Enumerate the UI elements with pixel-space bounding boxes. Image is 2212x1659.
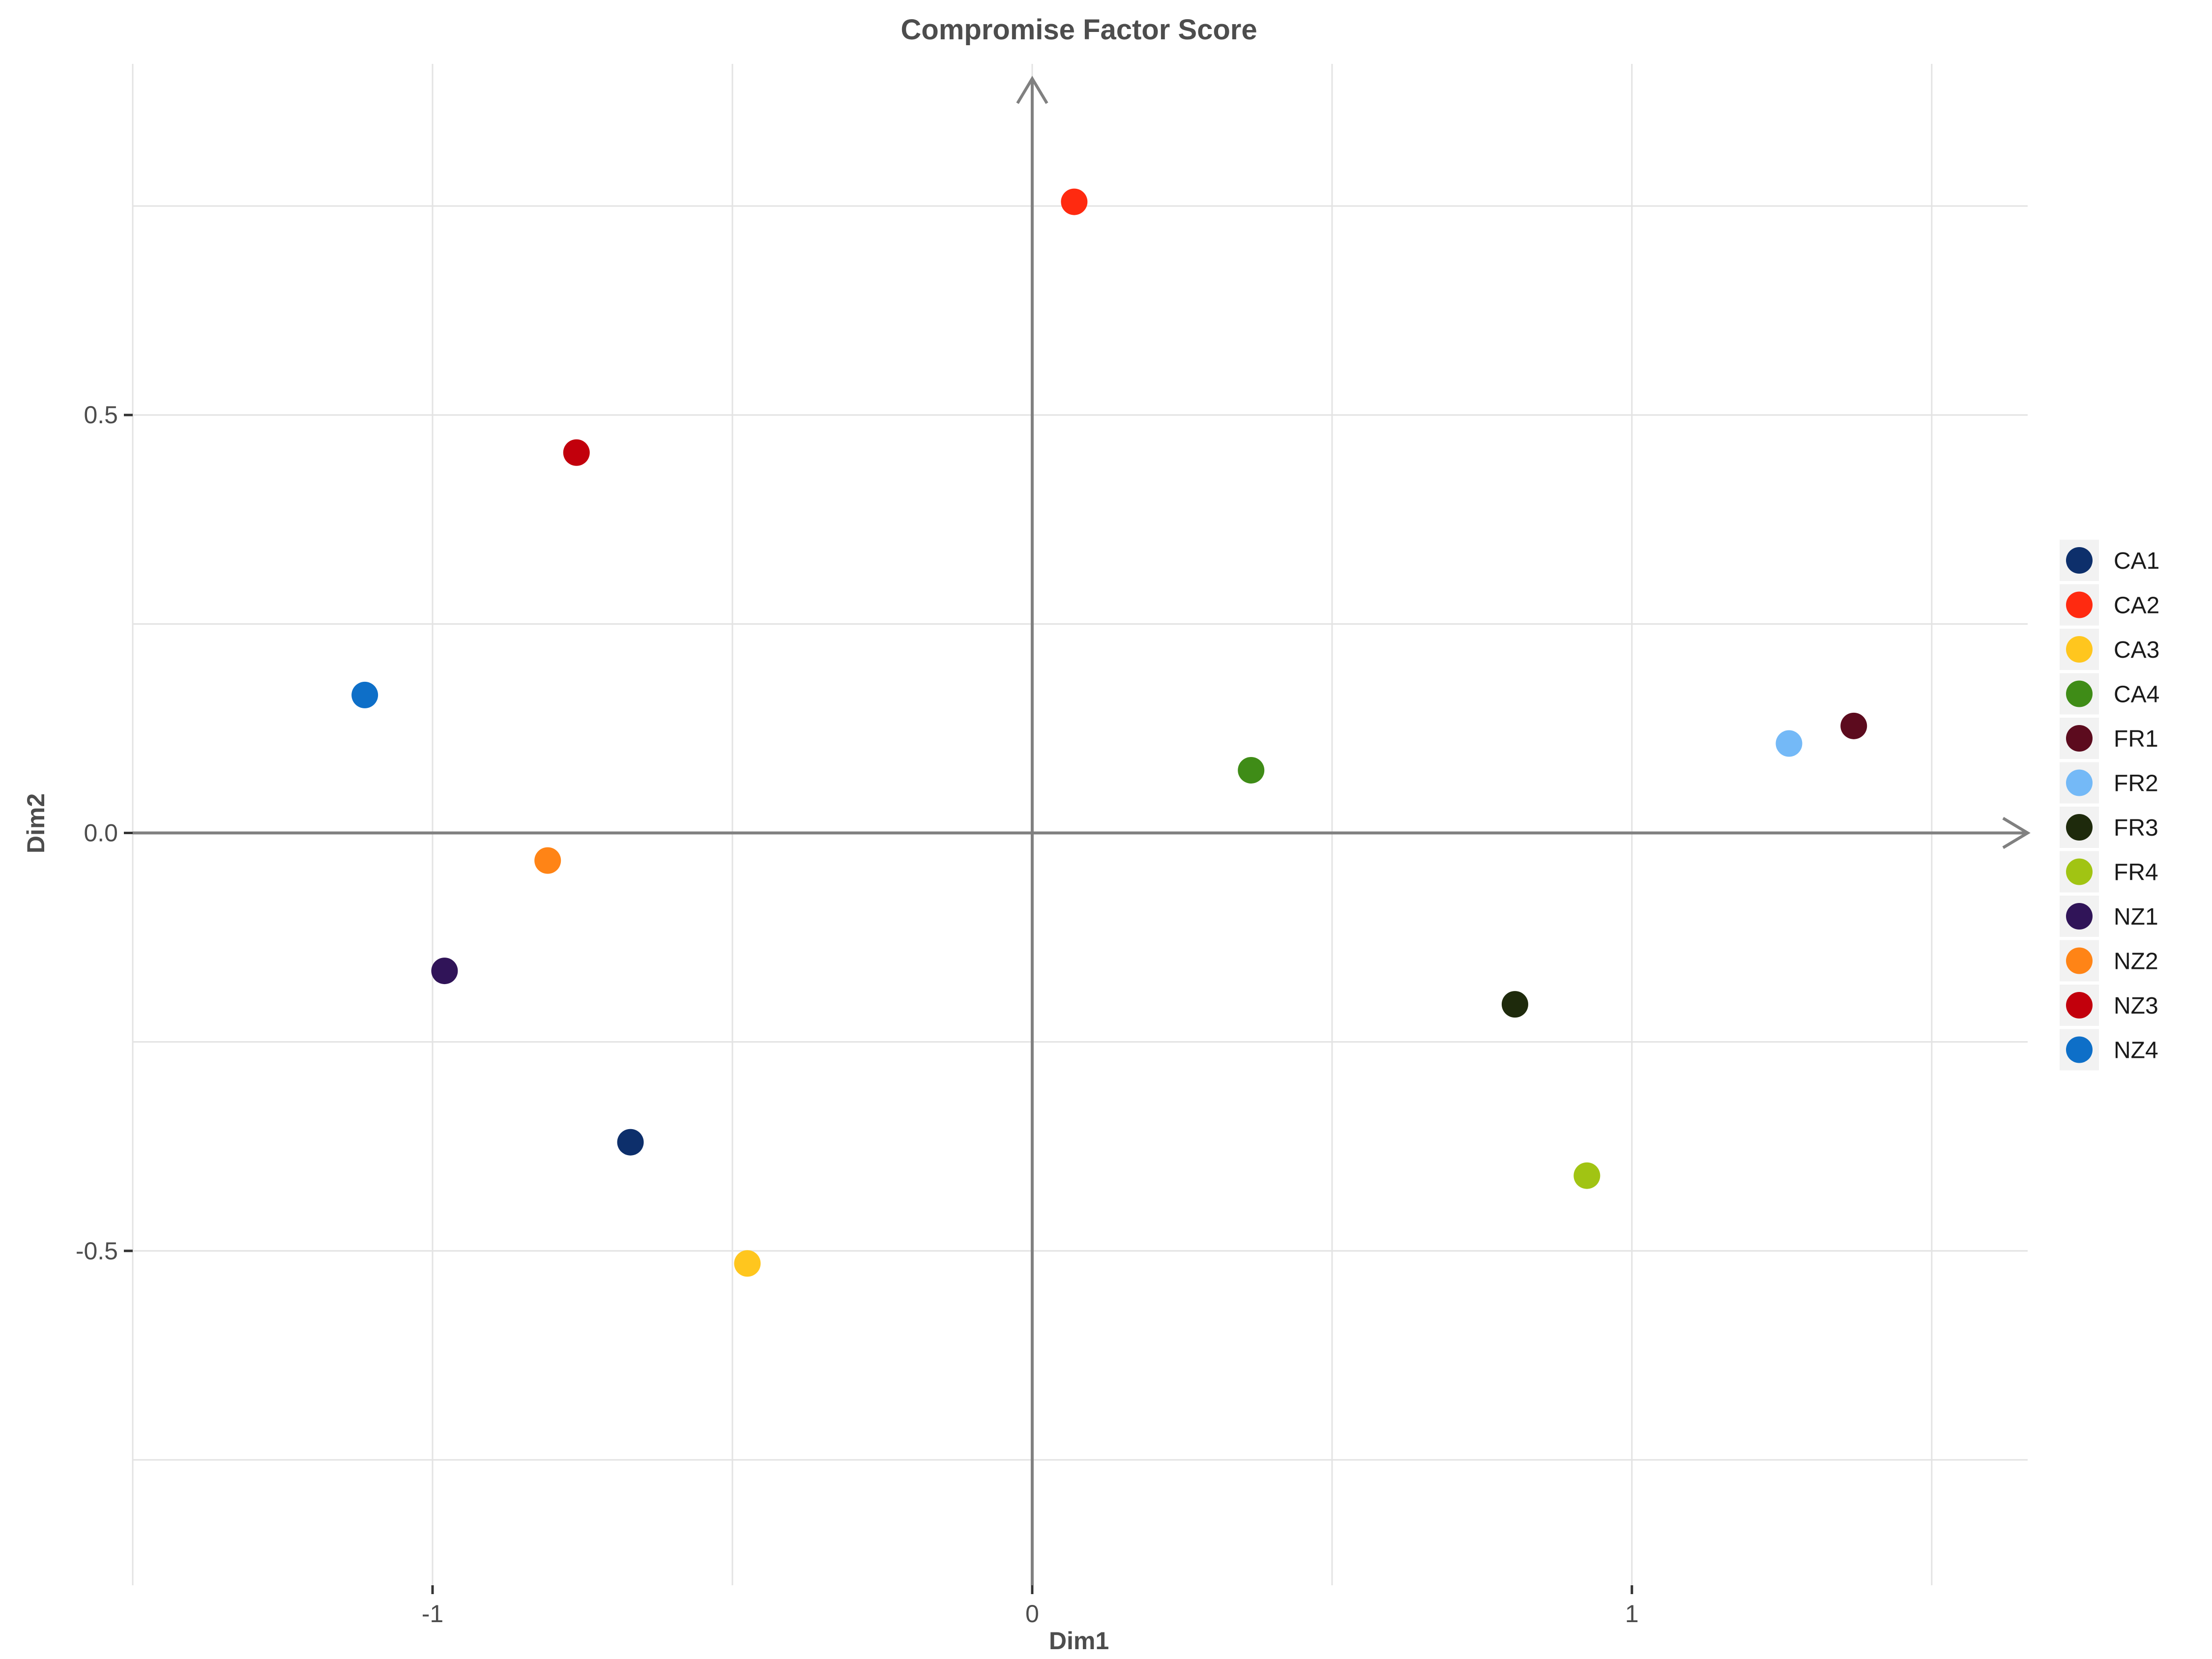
points [351, 188, 1867, 1277]
ticks: -1 0 1 0.5 0.0 -0.5 [76, 401, 1639, 1628]
legend-label-fr3: FR3 [2114, 815, 2158, 841]
y-axis-arrowhead [1016, 76, 1048, 104]
legend-label-fr1: FR1 [2114, 726, 2158, 752]
legend-label-fr2: FR2 [2114, 771, 2158, 797]
legend-marker-ca2 [2066, 591, 2093, 618]
x-tick-label: 1 [1625, 1600, 1639, 1628]
legend-marker-fr3 [2066, 814, 2093, 841]
legend: CA1 CA2 CA3 CA4 FR1 FR2 FR3 FR4 NZ1 NZ2 NZ3 NZ4 [2060, 540, 2159, 1071]
x-axis-title: Dim1 [1049, 1627, 1109, 1655]
y-tick-label: 0.0 [84, 819, 118, 847]
chart-title: Compromise Factor Score [901, 14, 1257, 46]
legend-label-nz2: NZ2 [2114, 949, 2158, 975]
legend-label-ca4: CA4 [2114, 682, 2159, 708]
data-point-fr1 [1840, 712, 1867, 739]
legend-label-nz1: NZ1 [2114, 904, 2158, 930]
data-point-fr3 [1501, 991, 1528, 1018]
legend-marker-fr2 [2066, 769, 2093, 796]
data-point-ca3 [734, 1250, 761, 1277]
data-point-ca2 [1061, 188, 1088, 215]
x-axis-arrowhead [2002, 816, 2031, 849]
legend-marker-nz3 [2066, 992, 2093, 1019]
legend-marker-fr4 [2066, 858, 2093, 885]
data-point-nz2 [534, 847, 561, 874]
legend-marker-ca1 [2066, 547, 2093, 574]
data-point-ca1 [617, 1129, 644, 1156]
legend-label-nz4: NZ4 [2114, 1038, 2158, 1064]
legend-marker-fr1 [2066, 725, 2093, 752]
data-point-nz4 [351, 681, 378, 708]
legend-marker-nz2 [2066, 947, 2093, 974]
legend-marker-nz4 [2066, 1036, 2093, 1063]
legend-marker-ca4 [2066, 680, 2093, 707]
x-tick-label: -1 [422, 1600, 443, 1628]
data-point-fr2 [1775, 730, 1803, 757]
y-axis-title: Dim2 [22, 793, 50, 853]
legend-label-fr4: FR4 [2114, 860, 2158, 886]
data-point-ca4 [1238, 757, 1265, 784]
data-point-nz1 [431, 958, 458, 985]
y-tick-label: -0.5 [76, 1237, 118, 1265]
x-tick-label: 0 [1025, 1600, 1039, 1628]
legend-label-nz3: NZ3 [2114, 993, 2158, 1019]
axes [133, 76, 2031, 1585]
legend-label-ca2: CA2 [2114, 593, 2159, 619]
legend-marker-ca3 [2066, 636, 2093, 663]
y-tick-label: 0.5 [84, 401, 118, 429]
data-point-nz3 [563, 439, 590, 466]
legend-label-ca1: CA1 [2114, 548, 2159, 574]
legend-marker-nz1 [2066, 903, 2093, 930]
legend-label-ca3: CA3 [2114, 637, 2159, 663]
data-point-fr4 [1573, 1162, 1601, 1189]
